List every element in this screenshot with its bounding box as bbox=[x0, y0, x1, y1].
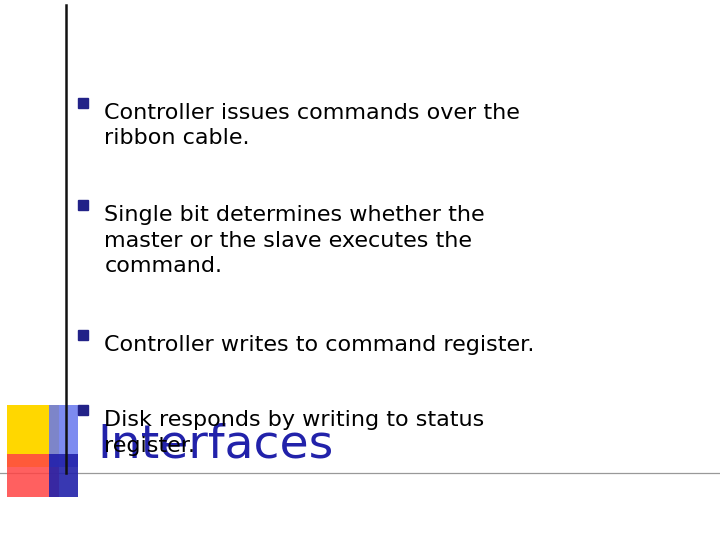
Bar bbox=[49, 405, 78, 467]
Bar bbox=[49, 454, 78, 497]
Text: Controller issues commands over the
ribbon cable.: Controller issues commands over the ribb… bbox=[104, 103, 521, 148]
Bar bbox=[7, 454, 59, 497]
Text: Controller writes to command register.: Controller writes to command register. bbox=[104, 335, 535, 355]
Text: Single bit determines whether the
master or the slave executes the
command.: Single bit determines whether the master… bbox=[104, 205, 485, 276]
Text: Disk responds by writing to status
register.: Disk responds by writing to status regis… bbox=[104, 410, 485, 456]
Text: Interfaces: Interfaces bbox=[97, 423, 333, 468]
Bar bbox=[7, 405, 59, 467]
